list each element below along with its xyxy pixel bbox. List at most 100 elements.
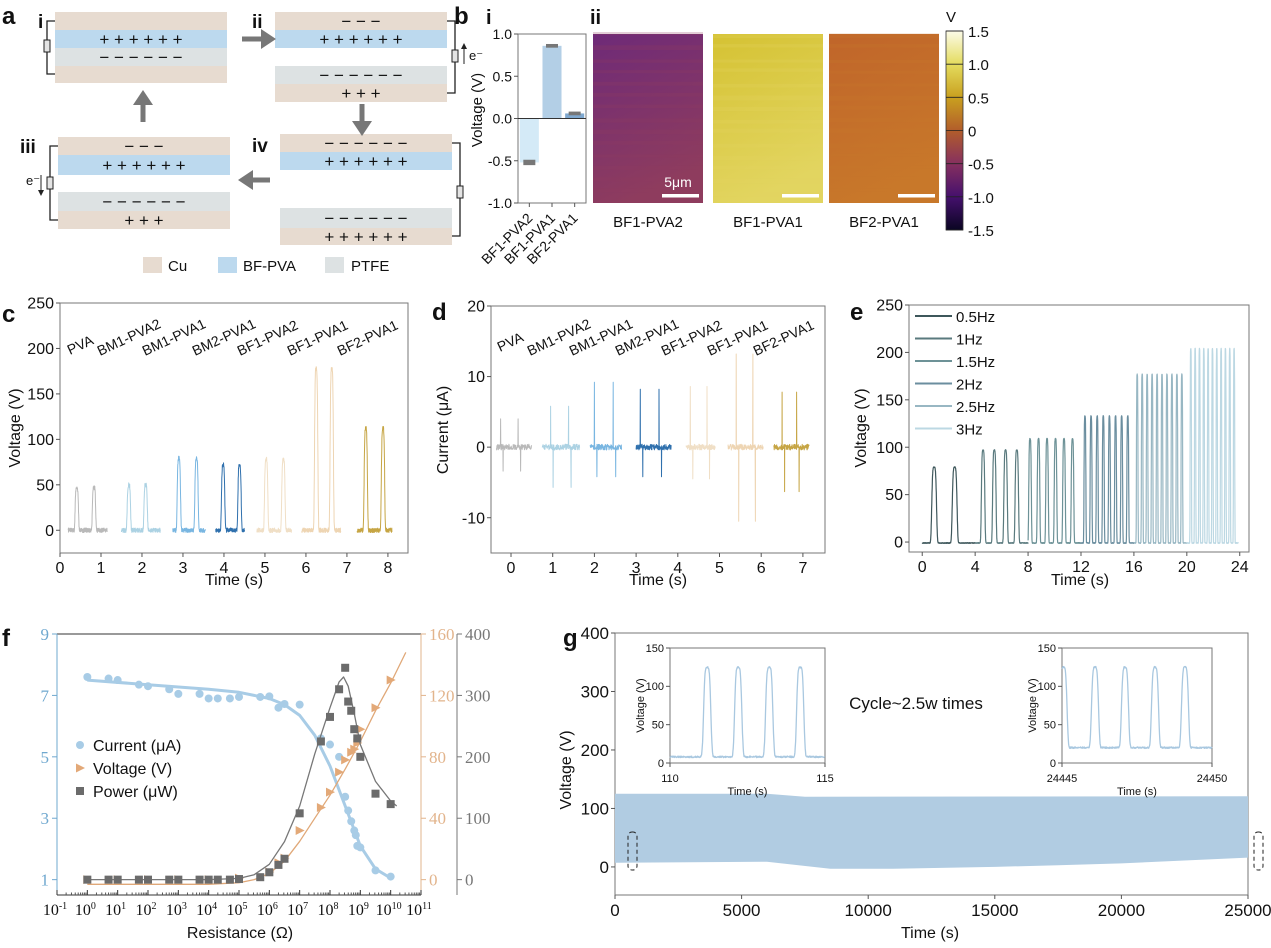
- y-tick-label: 100: [1038, 681, 1056, 693]
- x-tick-label: 8: [1024, 559, 1033, 576]
- x-tick-label: 115: [816, 773, 834, 785]
- series-line-3hz: [1186, 347, 1239, 545]
- data-point-current: [195, 689, 204, 698]
- error-bar: [546, 43, 558, 48]
- kpfm-map-image: [713, 34, 823, 203]
- map-texture-stripe: [593, 118, 703, 123]
- x-tick-label: 3: [179, 560, 188, 577]
- stage-label: i: [38, 12, 43, 33]
- stage-label: iv: [252, 136, 268, 157]
- x-tick-label: 20000: [1098, 901, 1145, 920]
- resistor-icon: [456, 185, 464, 199]
- y-tick-label: 50: [652, 720, 664, 732]
- layer-cu: [55, 66, 227, 83]
- plot-frame: [908, 304, 1250, 553]
- y-tick-label: 50: [1044, 720, 1056, 732]
- layer-ptfe: [280, 208, 452, 228]
- y-tick-label: 100: [876, 440, 903, 457]
- data-point-power: [371, 789, 380, 798]
- map-texture-stripe: [829, 105, 939, 110]
- y-tick-label: -10: [462, 510, 485, 527]
- map-texture-stripe: [829, 83, 939, 87]
- voltage-envelope-area: [615, 793, 1248, 869]
- data-point-current: [134, 680, 143, 689]
- inset-y-axis-title: Voltage (V): [635, 678, 647, 732]
- data-point-power: [195, 875, 204, 884]
- layer-cu: [275, 12, 447, 30]
- y-tick-label: 0: [1050, 758, 1056, 770]
- y-tick-label: 1: [41, 871, 50, 890]
- data-point-power: [280, 854, 289, 863]
- x-tick-label: 2: [138, 560, 147, 577]
- series-label: PVA: [65, 332, 97, 358]
- y-axis-title: Voltage (V): [469, 73, 486, 147]
- data-point-current: [347, 817, 356, 826]
- map-texture-stripe: [829, 143, 939, 148]
- tick-exponent: 7: [303, 901, 308, 912]
- highlight-box-start: [627, 831, 638, 871]
- map-texture-stripe: [829, 95, 939, 101]
- scale-bar: [662, 194, 699, 198]
- legend-marker-power: [76, 787, 84, 795]
- y-tick-label: 150: [27, 387, 54, 404]
- y-tick-label: 5: [41, 748, 50, 767]
- y-tick-label: 400: [465, 625, 491, 644]
- colorbar-tick-label: -0.5: [968, 157, 994, 174]
- map-texture-stripe: [829, 118, 939, 123]
- map-texture-stripe: [593, 92, 703, 97]
- y-tick-label: 10: [467, 369, 485, 386]
- data-point-current: [225, 694, 234, 703]
- map-texture-stripe: [829, 165, 939, 169]
- tick-base: 10: [257, 902, 273, 919]
- data-point-power: [256, 873, 265, 882]
- tick-base: 10: [287, 902, 303, 919]
- stage-i: + + + + + +− − − − − − i: [38, 12, 227, 83]
- panel-d-current-chart: 0 1 2 3 4 5 6 7-1001020PVABM1-PVA2BM1-PVA1BM2-P…: [435, 299, 826, 589]
- map-texture-stripe: [713, 95, 823, 101]
- y-tick-label: 100: [581, 799, 609, 818]
- x-tick-label: 12: [1072, 559, 1090, 576]
- series-line-bf2-pva1: [356, 426, 393, 533]
- data-point-current: [356, 843, 365, 852]
- panel-a-schematic: + + + + + +− − − − − −i − − −+ + + + + +−…: [20, 12, 483, 275]
- data-point-current: [265, 692, 274, 701]
- legend-label: Voltage (V): [93, 761, 172, 778]
- data-point-current: [204, 694, 213, 703]
- series-line-bf2-pva1: [773, 391, 810, 493]
- y-tick-label: 0: [476, 440, 485, 457]
- positive-charges: + + + + + +: [99, 30, 182, 49]
- data-point-current: [274, 703, 283, 712]
- tick-base: 10: [75, 902, 91, 919]
- tick-base: 10: [136, 902, 152, 919]
- x-tick-label: 110: [661, 773, 679, 785]
- map-texture-stripe: [713, 178, 823, 184]
- series-line-2.5hz: [1133, 373, 1188, 545]
- data-point-power: [335, 685, 344, 694]
- x-tick-label: 4: [220, 560, 229, 577]
- x-tick-label: 106: [257, 901, 278, 919]
- x-tick-label: 1: [548, 560, 557, 577]
- layer-bf-pva: [58, 155, 230, 175]
- map-texture-stripe: [593, 45, 703, 51]
- y-tick-label: 100: [646, 681, 664, 693]
- map-texture-stripe: [713, 34, 823, 39]
- error-bar: [568, 111, 581, 116]
- scale-bar-label: 5μm: [664, 174, 692, 190]
- negative-charges: − − − − − −: [324, 134, 407, 153]
- inset-series-line: [669, 665, 826, 759]
- tick-base: 10: [227, 902, 243, 919]
- data-point-current: [113, 676, 122, 685]
- panel-label-d: d: [432, 299, 447, 326]
- map-texture-stripe: [713, 155, 823, 161]
- x-tick-label: 108: [318, 901, 339, 919]
- y-tick-label: 0: [465, 871, 474, 890]
- panel-label-a: a: [2, 3, 16, 30]
- panel-label-f: f: [2, 625, 11, 652]
- plot-frame: [1061, 647, 1213, 764]
- series-line-1hz: [974, 449, 1029, 544]
- tick-base: 10: [406, 902, 422, 919]
- y-tick-label: 160: [429, 625, 455, 644]
- map-label: BF1-PVA1: [733, 214, 803, 231]
- negative-charges: − − − − − −: [102, 193, 185, 212]
